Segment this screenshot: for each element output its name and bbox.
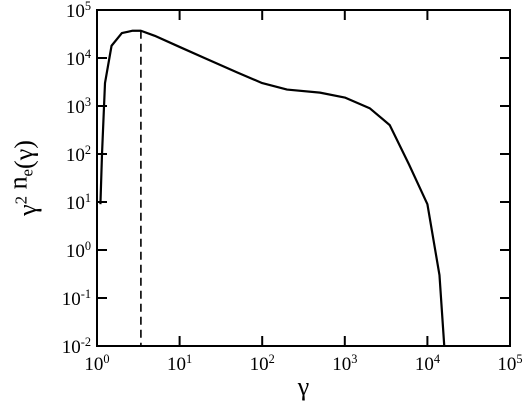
x-tick-label: 105 (497, 352, 522, 375)
x-tick-label: 101 (167, 352, 192, 375)
y-tick-label: 10-1 (62, 287, 91, 310)
x-tick-label: 100 (84, 352, 109, 375)
y-tick-label: 104 (66, 47, 91, 70)
data-line (99, 29, 446, 347)
y-axis-label: γ2 ne(γ) (4, 140, 42, 217)
x-tick-label: 104 (415, 352, 440, 375)
y-tick-label: 103 (66, 95, 91, 118)
y-tick-label: 105 (66, 0, 91, 22)
plot-frame (96, 9, 511, 347)
y-tick-label: 102 (66, 143, 91, 166)
y-tick-label: 100 (66, 239, 91, 262)
x-tick-label: 102 (250, 352, 275, 375)
x-axis-label: γ (297, 372, 310, 401)
y-tick-label: 10-2 (62, 335, 91, 358)
y-tick-label: 101 (66, 191, 91, 214)
x-tick-label: 103 (332, 352, 357, 375)
